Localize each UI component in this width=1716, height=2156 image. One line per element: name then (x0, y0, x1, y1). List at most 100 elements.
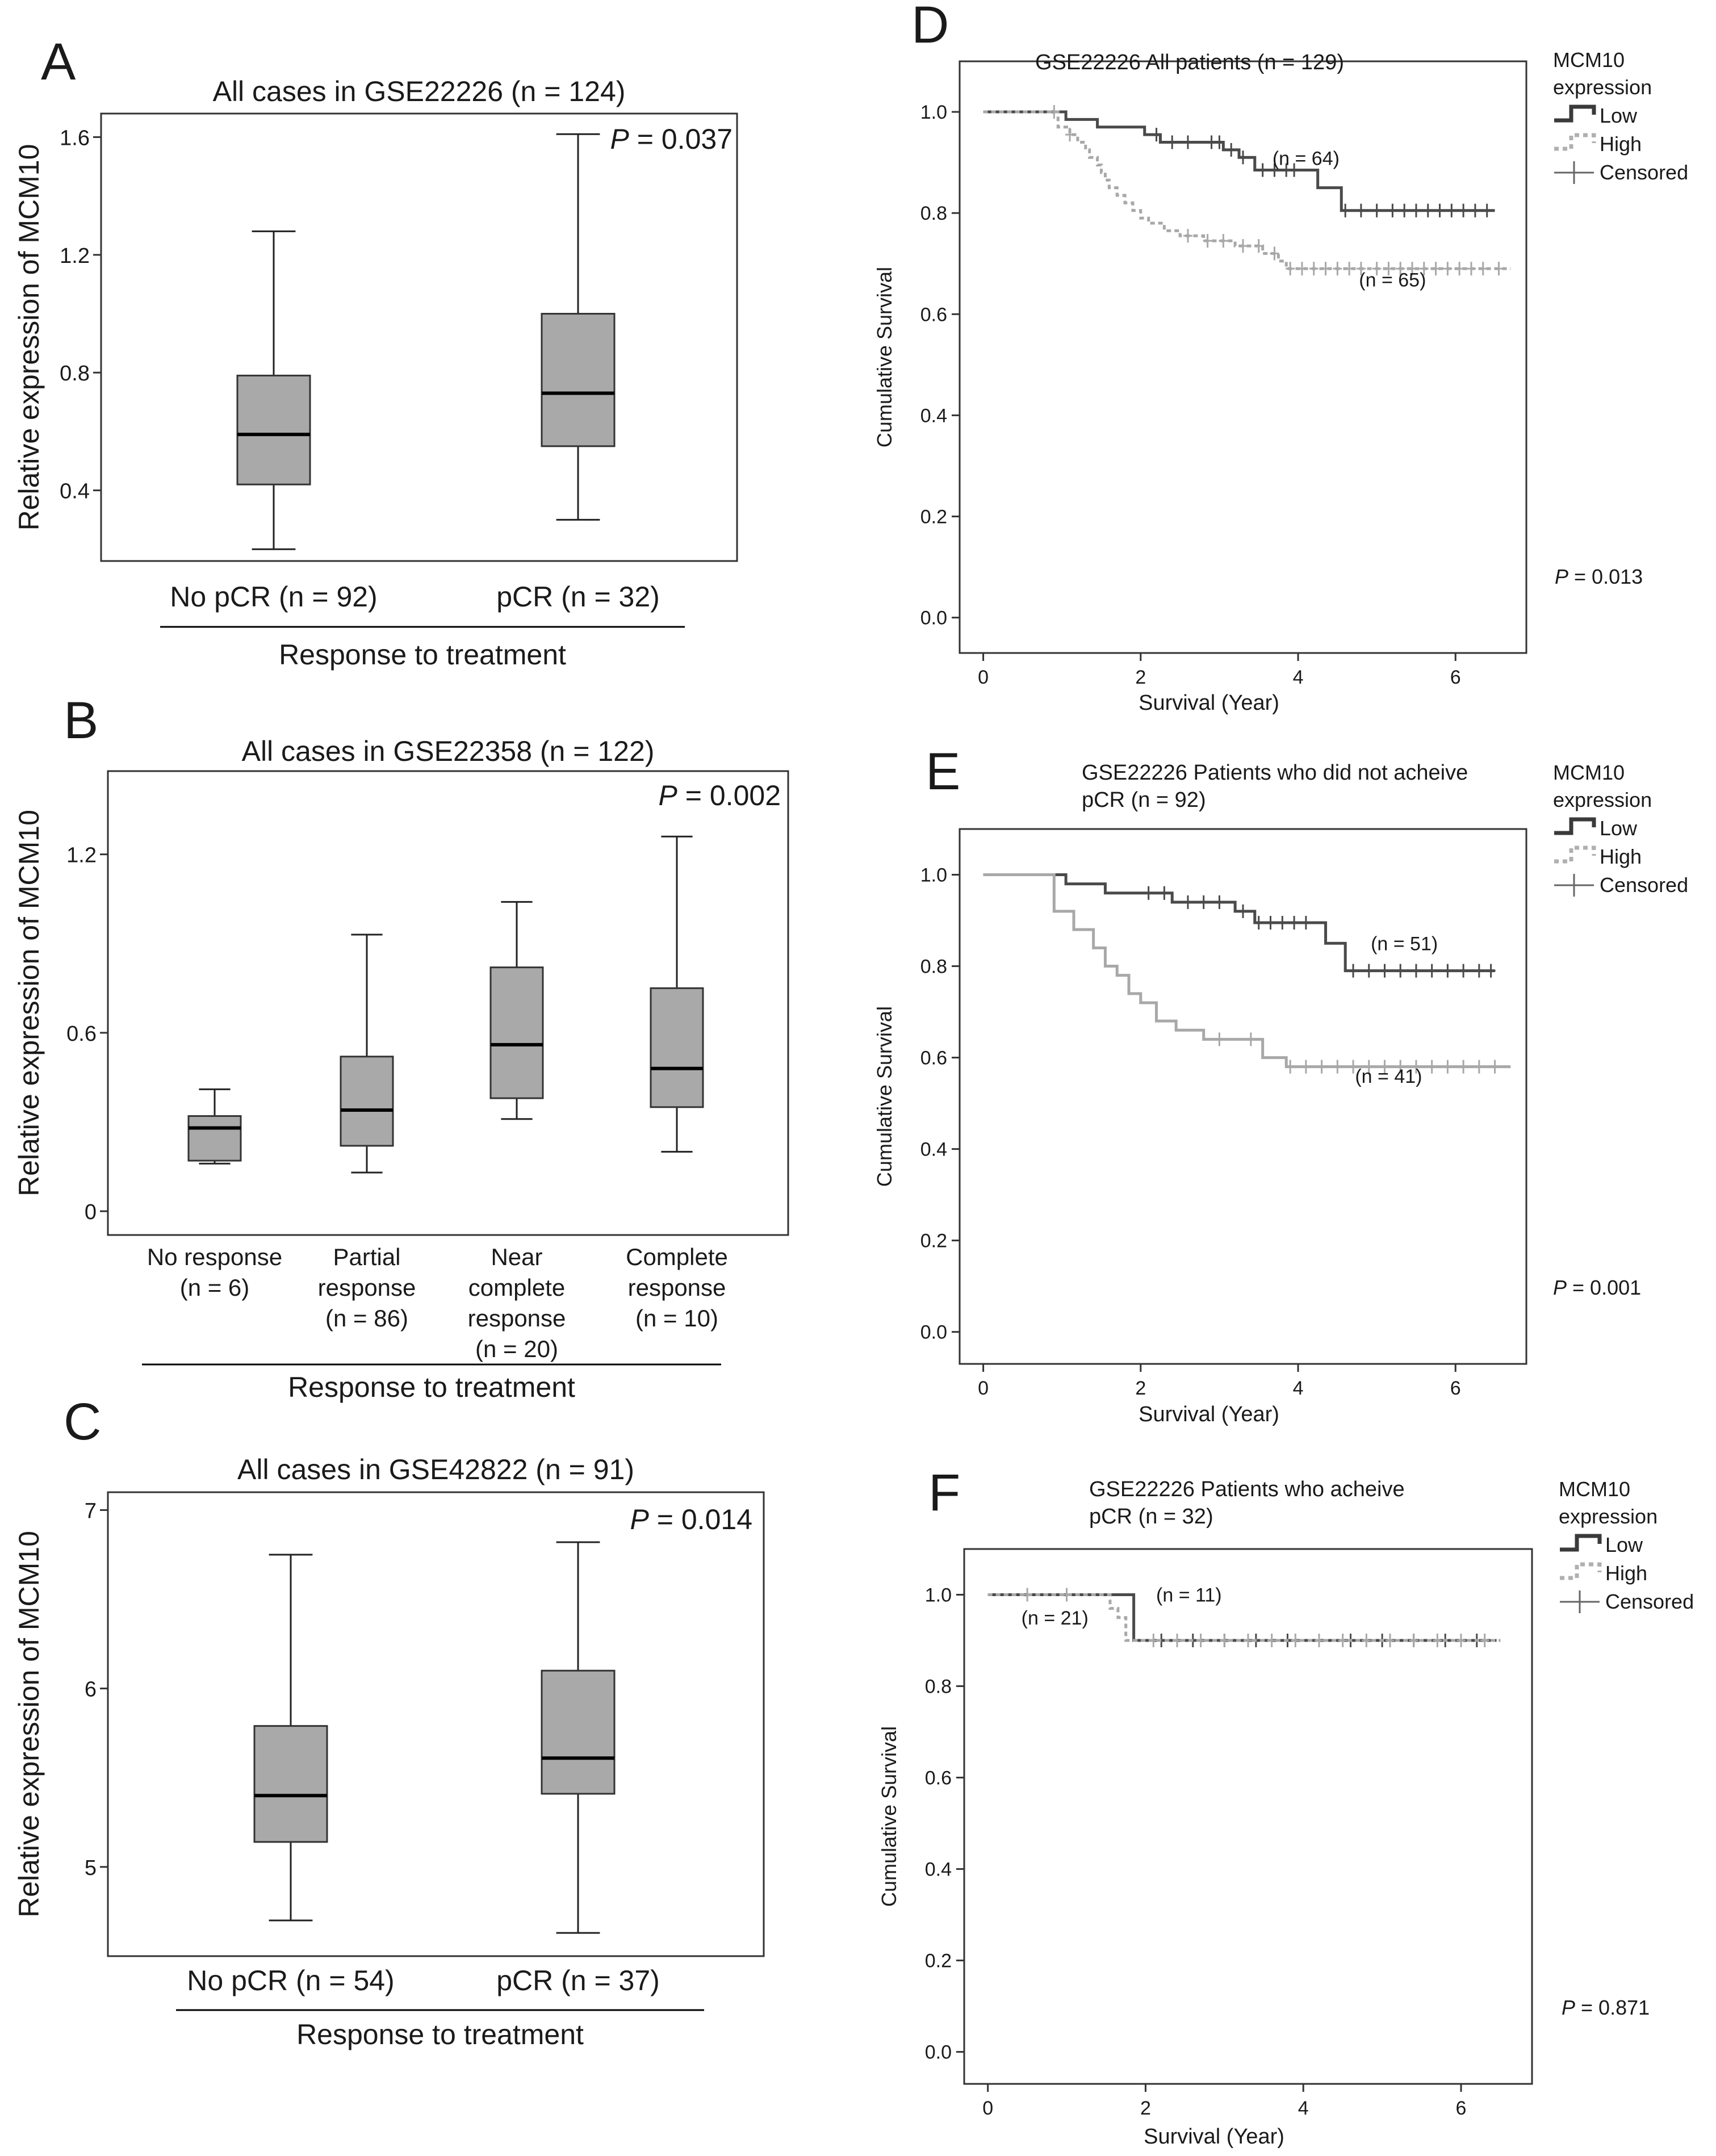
legend-entry: Censored (1605, 1590, 1694, 1613)
chart-title: GSE22226 Patients who acheive (1089, 1477, 1405, 1501)
p-value-text: = 0.014 (649, 1504, 752, 1535)
censor-mark (1490, 1060, 1500, 1074)
y-axis-label: Relative expression of MCM10 (13, 810, 45, 1196)
chart-title: pCR (n = 92) (1082, 788, 1206, 812)
y-axis-label: Cumulative Survival (877, 1726, 901, 1907)
legend: MCM10 expression Low High Censored (1553, 48, 1688, 184)
censor-mark (1333, 1060, 1342, 1074)
y-axis-label: Relative expression of MCM10 (13, 144, 45, 531)
y-tick-label: 1.6 (60, 126, 90, 150)
censor-mark (1266, 916, 1275, 930)
p-value: P = 0.013 (1555, 565, 1643, 588)
censor-mark (1258, 163, 1267, 177)
censor-mark (1372, 203, 1382, 217)
p-value: P = 0.014 (630, 1504, 752, 1535)
censor-mark (1238, 904, 1248, 918)
censor-mark (1246, 1032, 1255, 1046)
x-tick-label: 6 (1450, 667, 1461, 688)
y-tick-label: 0 (85, 1200, 97, 1224)
y-tick-label: 0.4 (920, 405, 947, 426)
censor-mark (1459, 964, 1468, 978)
series-low (983, 110, 1495, 217)
censor-mark (1400, 203, 1409, 217)
censor-mark (1431, 262, 1441, 276)
x-axis-label: Response to treatment (296, 2019, 584, 2050)
y-tick-label: 0.2 (920, 1230, 947, 1252)
legend-title: MCM10 (1559, 1477, 1630, 1501)
y-tick-label: 0.6 (925, 1768, 952, 1789)
y-tick-label: 1.0 (920, 865, 947, 886)
series-high (987, 1588, 1501, 1648)
chart-f: GSE22226 Patients who acheive pCR (n = 32… (877, 1477, 1694, 2149)
censor-mark (1315, 1634, 1324, 1648)
censor-mark (1411, 1060, 1421, 1074)
censor-mark (1356, 203, 1366, 217)
box-1 (187, 1088, 242, 1165)
censor-mark (1062, 1588, 1072, 1602)
x-axis-label: Survival (Year) (1144, 2125, 1284, 2149)
censor-mark (1459, 1060, 1468, 1074)
censor-mark (1183, 895, 1192, 909)
censor-mark (1427, 964, 1437, 978)
censor-mark (1443, 964, 1453, 978)
y-tick-label: 0.0 (920, 1322, 947, 1343)
category-label: No response (147, 1244, 282, 1270)
y-tick-label: 1.2 (66, 844, 97, 868)
category-label: Complete (626, 1244, 728, 1270)
category-label: Partial (333, 1244, 400, 1270)
chart-a: All cases in GSE22226 (n = 124) 0.4 0.8 1.2… (13, 76, 738, 671)
legend-swatch-high (1560, 1562, 1602, 1580)
chart-title: All cases in GSE22226 (n = 124) (213, 76, 626, 107)
censor-mark (1238, 150, 1248, 165)
series-low (983, 873, 1496, 978)
censor-mark (1494, 262, 1504, 276)
p-value-text: = 0.013 (1568, 565, 1643, 588)
plot-frame (959, 828, 1527, 1365)
chart-title: All cases in GSE42822 (n = 91) (237, 1454, 634, 1485)
y-tick-label: 0.0 (920, 608, 947, 629)
y-tick-label: 0.0 (925, 2042, 952, 2063)
iqr-box (650, 987, 704, 1108)
box-2 (541, 1541, 616, 1934)
p-value: P = 0.871 (1562, 1996, 1650, 2019)
chart-title: GSE22226 Patients who did not acheive (1082, 761, 1468, 785)
chart-e: GSE22226 Patients who did not acheive pCR… (873, 761, 1688, 1426)
censor-mark (1349, 1060, 1358, 1074)
censor-mark (1388, 203, 1397, 217)
series-count-label: (n = 51) (1371, 933, 1438, 954)
censor-mark (1254, 916, 1263, 930)
category-label: (n = 6) (180, 1274, 250, 1301)
censor-mark (1474, 964, 1484, 978)
censor-mark (1152, 128, 1161, 142)
censor-mark (1455, 262, 1464, 276)
iqr-box (541, 1669, 616, 1795)
censor-mark (1435, 203, 1445, 217)
panel-letter-d: D (911, 0, 949, 54)
censor-mark (1380, 1060, 1389, 1074)
p-value: P = 0.001 (1553, 1276, 1641, 1299)
censor-mark (1149, 1634, 1158, 1648)
p-symbol: P (630, 1504, 650, 1535)
box-2 (541, 133, 616, 521)
censor-mark (1396, 1060, 1405, 1074)
censor-mark (1321, 262, 1330, 276)
censor-mark (1282, 163, 1291, 177)
category-label: (n = 20) (475, 1336, 558, 1362)
x-tick-label: 2 (1135, 667, 1146, 688)
censor-mark (1486, 964, 1496, 978)
censor-mark (1317, 1060, 1326, 1074)
legend-title: expression (1553, 788, 1652, 811)
censor-mark (1215, 1032, 1224, 1046)
y-tick-label: 7 (85, 1499, 97, 1523)
censor-mark (1203, 234, 1212, 248)
censor-mark (1396, 964, 1405, 978)
legend-swatch-high (1554, 133, 1596, 151)
y-tick-label: 0.4 (60, 480, 90, 504)
censor-mark (1309, 262, 1319, 276)
censor-mark (1286, 1060, 1295, 1074)
panel-letter-b: B (64, 692, 98, 750)
censor-mark (1470, 203, 1480, 217)
plot-frame (107, 770, 789, 1236)
censor-mark (1459, 203, 1468, 217)
